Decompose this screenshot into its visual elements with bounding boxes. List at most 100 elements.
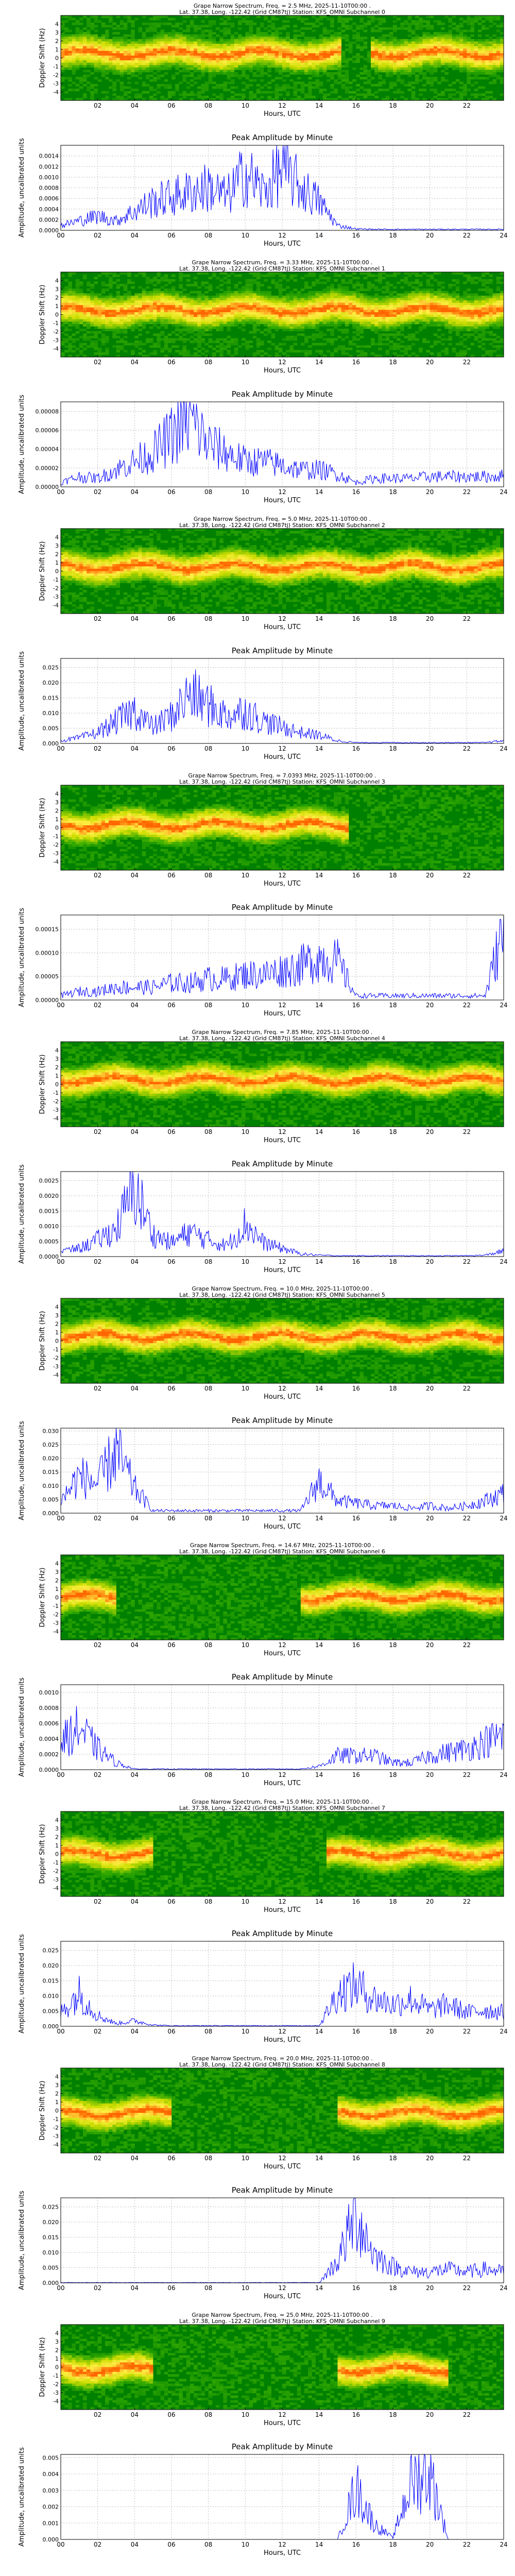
spectrogram-cell <box>360 317 364 319</box>
spectrogram-cell <box>467 39 471 42</box>
spectrogram-cell <box>183 93 187 96</box>
spectrogram-cell <box>209 324 213 327</box>
spectrogram-cell <box>253 321 257 324</box>
spectrogram-cell <box>449 89 453 91</box>
spectrogram-cell <box>124 60 128 63</box>
spectrogram-cell <box>389 303 393 306</box>
spectrogram-cell <box>201 341 205 343</box>
spectrogram-cell <box>183 77 187 79</box>
spectrogram-cell <box>216 341 220 343</box>
spectrogram-cell <box>168 289 172 291</box>
spectrogram-cell <box>197 60 201 63</box>
spectrogram-cell <box>345 281 349 284</box>
spectrogram-cell <box>289 298 294 300</box>
spectrogram-cell <box>352 293 356 296</box>
spectrogram-cell <box>430 72 434 75</box>
spectrogram-cell <box>489 75 493 77</box>
spectrogram-cell <box>83 32 87 35</box>
amplitude-y-tick-label: 0.0010 <box>39 174 59 181</box>
spectrogram-cell <box>434 32 438 35</box>
spectrogram-cell <box>209 317 213 319</box>
spectrogram-subtitle: Lat. 37.38, Long. -122.42 (Grid CM87tj) … <box>179 265 385 272</box>
spectrogram-cell <box>415 48 419 51</box>
spectrogram-cell <box>146 58 150 61</box>
spectrogram-cell <box>171 345 176 348</box>
spectrogram-cell <box>168 338 172 341</box>
spectrogram-cell <box>275 44 279 46</box>
spectrogram-cell <box>275 352 279 355</box>
spectrogram-cell <box>94 312 98 315</box>
spectrogram-cell <box>87 81 91 84</box>
spectrogram-cell <box>223 70 227 72</box>
spectrogram-cell <box>289 44 294 46</box>
spectrogram-cell <box>275 35 279 37</box>
spectrogram-cell <box>245 58 249 61</box>
spectrogram-cell <box>171 60 176 63</box>
spectrogram-cell <box>245 298 249 300</box>
spectrogram-cell <box>434 63 438 65</box>
spectrogram-cell <box>319 281 323 284</box>
spectrogram-cell <box>153 298 157 300</box>
spectrogram-cell <box>493 63 497 65</box>
spectrogram-cell <box>367 56 371 58</box>
spectrogram-cell <box>242 329 246 331</box>
spectrogram-cell <box>286 286 290 289</box>
spectrogram-cell <box>371 298 375 300</box>
spectrogram-cell <box>98 312 102 315</box>
spectrogram-cell <box>253 75 257 77</box>
spectrogram-cell <box>456 37 460 39</box>
spectrogram-cell <box>415 51 419 54</box>
spectrogram-cell <box>157 87 161 89</box>
spectrogram-cell <box>327 305 331 308</box>
spectrogram-cell <box>334 272 338 275</box>
spectrogram-cell <box>134 51 139 54</box>
spectrogram-cell <box>345 77 349 79</box>
spectrogram-cell <box>68 336 72 338</box>
spectrogram-cell <box>360 312 364 315</box>
spectrogram-cell <box>127 300 131 303</box>
spectrogram-cell <box>493 39 497 42</box>
spectrogram-cell <box>419 67 423 70</box>
spectrogram-cell <box>294 46 298 49</box>
spectrogram-cell <box>378 89 382 91</box>
spectrogram-cell <box>349 46 353 49</box>
spectrogram-cell <box>267 319 271 322</box>
spectrogram-cell <box>378 75 382 77</box>
spectrogram-cell <box>83 27 87 30</box>
spectrogram-cell <box>79 336 83 338</box>
spectrogram-cell <box>430 89 434 91</box>
spectrogram-cell <box>289 51 294 54</box>
spectrogram-cell <box>124 46 128 49</box>
spectrogram-cell <box>234 312 238 315</box>
spectrogram-cell <box>267 65 271 67</box>
spectrogram-cell <box>249 39 253 42</box>
spectrogram-cell <box>64 44 68 46</box>
spectrogram-cell <box>120 63 124 65</box>
spectrogram-cell <box>264 35 268 37</box>
spectrogram-cell <box>456 35 460 37</box>
spectrogram-cell <box>467 72 471 75</box>
spectrogram-cell <box>304 293 308 296</box>
spectrogram-cell <box>345 352 349 355</box>
spectrogram-cell <box>186 58 191 61</box>
spectrogram-cell <box>304 84 308 87</box>
spectrogram-cell <box>116 317 121 319</box>
spectrogram-cell <box>197 333 201 336</box>
spectrogram-cell <box>474 51 478 54</box>
spectrogram-cell <box>304 72 308 75</box>
spectrogram-cell <box>356 300 360 303</box>
spectrogram-cell <box>234 37 238 39</box>
spectrogram-cell <box>205 44 209 46</box>
spectrogram-cell <box>444 72 449 75</box>
spectrogram-cell <box>304 324 308 327</box>
spectrogram-cell <box>308 89 312 91</box>
spectrogram-cell <box>120 53 124 56</box>
spectrogram-cell <box>127 18 131 21</box>
spectrogram-cell <box>197 298 201 300</box>
spectrogram-cell <box>94 281 98 284</box>
spectrogram-cell <box>157 293 161 296</box>
spectrogram-cell <box>386 350 390 352</box>
spectrogram-cell <box>242 319 246 322</box>
spectrogram-cell <box>267 37 271 39</box>
spectrogram-cell <box>109 56 113 58</box>
